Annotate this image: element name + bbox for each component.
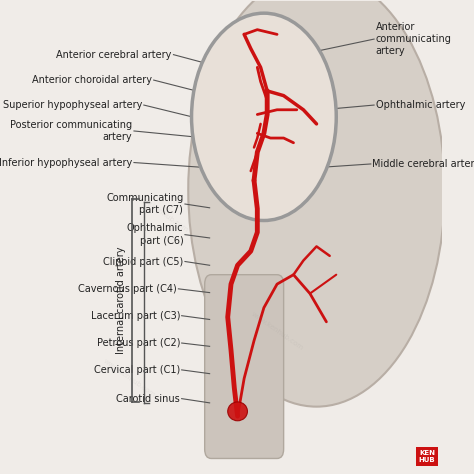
Text: Cavernous part (C4): Cavernous part (C4) bbox=[78, 284, 177, 294]
Text: Superior hypophyseal artery: Superior hypophyseal artery bbox=[3, 100, 142, 110]
Text: Middle cerebral artery: Middle cerebral artery bbox=[373, 159, 474, 169]
Text: Inferior hypophyseal artery: Inferior hypophyseal artery bbox=[0, 157, 132, 167]
Text: Anterior
communicating
artery: Anterior communicating artery bbox=[376, 22, 452, 56]
Text: www.kenhub.com: www.kenhub.com bbox=[135, 193, 189, 234]
Text: Cervical part (C1): Cervical part (C1) bbox=[94, 365, 180, 375]
Text: www.kenhub.com: www.kenhub.com bbox=[102, 358, 156, 399]
Text: Carotid sinus: Carotid sinus bbox=[116, 393, 180, 404]
Text: www.kenhub.com: www.kenhub.com bbox=[250, 311, 304, 352]
Text: Petrous part (C2): Petrous part (C2) bbox=[97, 338, 180, 348]
Ellipse shape bbox=[188, 0, 445, 407]
Text: Clinoid part (C5): Clinoid part (C5) bbox=[103, 256, 183, 266]
Text: KEN
HUB: KEN HUB bbox=[418, 450, 435, 463]
Text: Communicating
part (C7): Communicating part (C7) bbox=[106, 193, 183, 215]
FancyBboxPatch shape bbox=[205, 275, 283, 458]
Text: Anterior choroidal artery: Anterior choroidal artery bbox=[32, 75, 152, 85]
Circle shape bbox=[191, 13, 336, 220]
Text: Anterior cerebral artery: Anterior cerebral artery bbox=[56, 50, 172, 60]
Text: Ophthalmic artery: Ophthalmic artery bbox=[376, 100, 465, 110]
Text: Ophthalmic
part (C6): Ophthalmic part (C6) bbox=[127, 223, 183, 246]
Text: Lacerum part (C3): Lacerum part (C3) bbox=[91, 310, 180, 321]
Text: Internal carotid artery: Internal carotid artery bbox=[116, 247, 126, 355]
Text: Posterior communicating
artery: Posterior communicating artery bbox=[10, 120, 132, 142]
Ellipse shape bbox=[228, 402, 247, 421]
